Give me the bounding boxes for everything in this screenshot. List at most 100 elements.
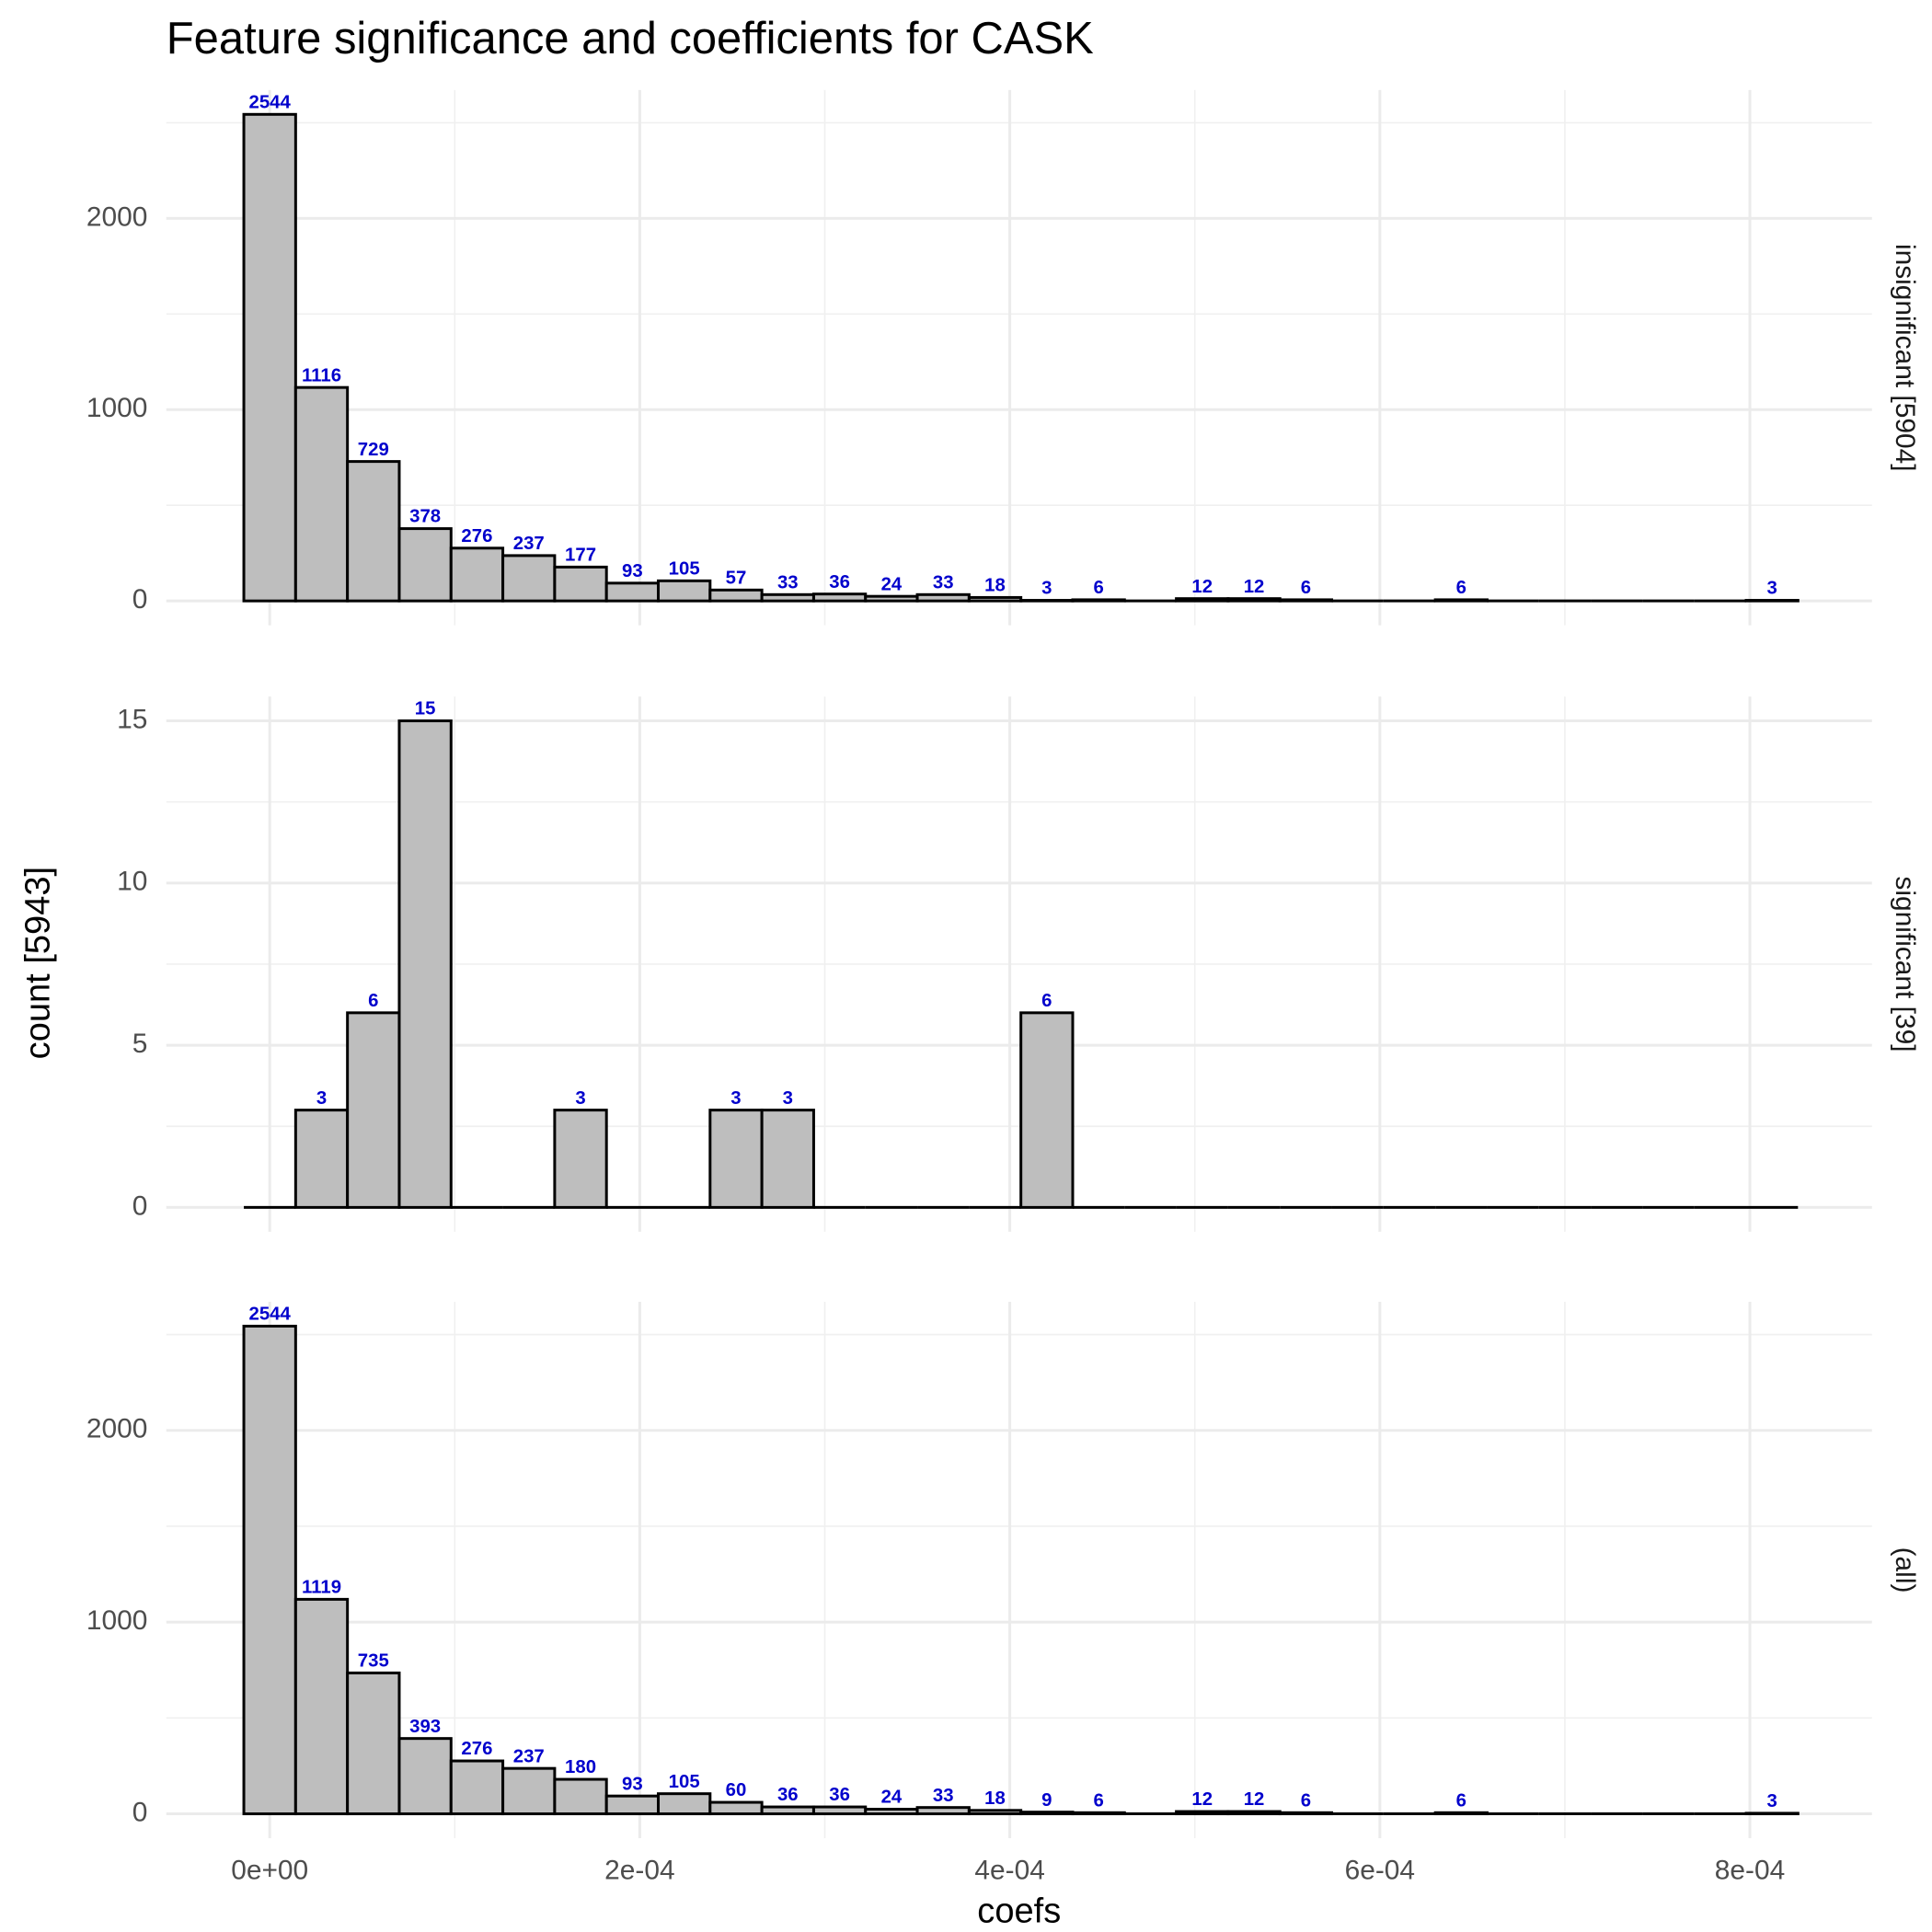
y-tick-label: 0 (132, 1797, 148, 1827)
bar (915, 1806, 971, 1816)
bar (1019, 1811, 1075, 1816)
bar (449, 546, 505, 603)
bar (346, 460, 401, 603)
bar (657, 1792, 712, 1816)
value-label: 3 (575, 1088, 585, 1109)
value-label: 105 (669, 1772, 700, 1792)
value-label: 105 (669, 558, 700, 579)
value-label: 93 (622, 561, 643, 581)
value-label: 6 (1456, 1790, 1466, 1811)
bar (553, 1109, 608, 1209)
bar (1071, 1811, 1126, 1816)
value-label: 33 (933, 1786, 954, 1806)
x-axis-label: coefs (977, 1892, 1061, 1931)
bar (708, 1800, 764, 1816)
value-label: 15 (415, 699, 436, 719)
y-tick-label: 2000 (86, 201, 148, 232)
bar (811, 1805, 868, 1816)
bar (553, 565, 608, 603)
value-label: 33 (933, 572, 954, 592)
bar (397, 719, 453, 1209)
bar (657, 579, 712, 603)
bar (293, 385, 350, 603)
bar (760, 1109, 815, 1209)
value-label: 2544 (249, 92, 292, 112)
value-label: 735 (358, 1651, 389, 1672)
bar (708, 1109, 764, 1209)
strip-label: (all) (1890, 1547, 1920, 1593)
bar (1175, 1810, 1230, 1816)
value-label: 36 (829, 1785, 850, 1805)
bar (397, 527, 453, 603)
bar (864, 594, 919, 603)
value-label: 9 (1041, 1790, 1052, 1811)
bar (915, 592, 971, 603)
bar (760, 1805, 815, 1816)
value-label: 177 (565, 546, 596, 566)
value-label: 12 (1244, 1789, 1265, 1810)
bar (708, 588, 764, 603)
bar (604, 581, 661, 603)
value-label: 2544 (249, 1305, 292, 1325)
value-label: 393 (409, 1717, 441, 1737)
value-label: 6 (1093, 578, 1103, 598)
bar (242, 112, 297, 603)
y-tick-label: 5 (132, 1029, 148, 1059)
y-tick-label: 0 (132, 1190, 148, 1221)
value-label: 24 (881, 574, 903, 594)
value-label: 36 (829, 572, 850, 592)
value-label: 12 (1191, 1789, 1213, 1810)
x-tick-label: 6e-04 (1345, 1856, 1415, 1886)
value-label: 6 (1041, 991, 1052, 1011)
bar (604, 1794, 661, 1816)
y-tick-label: 1000 (86, 1605, 148, 1636)
bar (293, 1597, 350, 1816)
y-tick-label: 1000 (86, 393, 148, 423)
bar (242, 1324, 297, 1816)
value-label: 3 (730, 1088, 741, 1109)
value-label: 6 (368, 991, 378, 1011)
value-label: 276 (461, 526, 492, 546)
value-label: 12 (1191, 577, 1213, 597)
bar (1019, 599, 1075, 603)
bar (346, 1011, 401, 1209)
x-tick-label: 4e-04 (974, 1856, 1044, 1886)
value-label: 1119 (302, 1578, 341, 1598)
value-label: 3 (783, 1088, 793, 1109)
value-label: 237 (513, 534, 545, 554)
value-label: 60 (726, 1780, 747, 1800)
bar (1019, 1011, 1075, 1209)
bar (864, 1808, 919, 1816)
value-label: 3 (1041, 579, 1052, 599)
value-label: 93 (622, 1774, 643, 1794)
bar (1278, 598, 1334, 603)
value-label: 12 (1244, 577, 1265, 597)
bar (1433, 1811, 1489, 1816)
bar (1226, 597, 1282, 603)
bar (553, 1777, 608, 1816)
value-label: 729 (358, 440, 389, 460)
x-tick-label: 2e-04 (604, 1856, 674, 1886)
value-label: 57 (726, 568, 747, 588)
value-label: 36 (777, 1785, 799, 1805)
chart-title: Feature significance and coefficients fo… (167, 14, 1094, 63)
bar (346, 1671, 401, 1816)
value-label: 6 (1456, 578, 1466, 598)
value-label: 276 (461, 1739, 492, 1759)
value-label: 3 (1766, 579, 1777, 599)
bar (967, 595, 1023, 603)
bar (1278, 1811, 1334, 1816)
bar (501, 1766, 557, 1816)
bar (397, 1737, 453, 1816)
strip-label: significant [39] (1890, 876, 1920, 1052)
value-label: 33 (777, 572, 799, 592)
strip-label: insignificant [5904] (1890, 244, 1920, 472)
bar (811, 592, 868, 603)
y-tick-label: 2000 (86, 1414, 148, 1444)
value-label: 6 (1301, 578, 1311, 598)
bar (1744, 599, 1800, 603)
bar (293, 1109, 350, 1209)
value-label: 18 (984, 576, 1006, 596)
value-label: 378 (409, 507, 441, 527)
